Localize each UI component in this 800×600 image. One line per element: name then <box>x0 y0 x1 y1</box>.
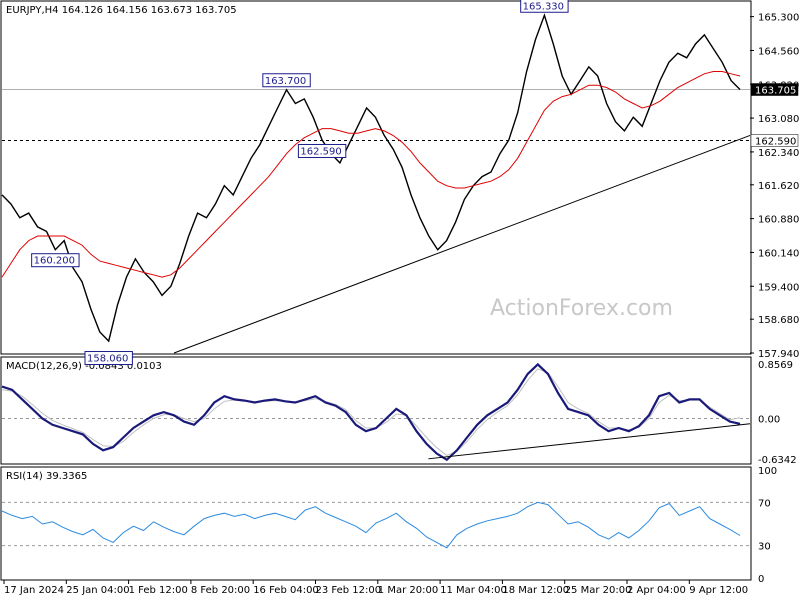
rsi-tick-label: 0 <box>758 574 764 585</box>
price-annotation-box <box>520 0 569 13</box>
price-reference-lines <box>2 89 750 141</box>
rsi-tick-label: 100 <box>758 466 777 477</box>
time-tick-label: 9 Apr 12:00 <box>689 585 748 596</box>
time-tick-label: 8 Feb 20:00 <box>191 585 250 596</box>
price-tick-label: 158.680 <box>758 315 799 326</box>
ohlc-header: EURJPY,H4 164.126 164.156 163.673 163.70… <box>6 5 237 16</box>
time-axis: 17 Jan 2024 25 Jan 04:001 Feb 12:00 8 Feb … <box>3 580 748 596</box>
price-tick-label: 161.620 <box>758 181 799 192</box>
price-tick-label: 160.880 <box>758 215 799 226</box>
price-annotation-label: 163.700 <box>265 76 306 87</box>
watermark: ActionForex.com <box>490 296 673 321</box>
time-tick-label: 2 Apr 04:00 <box>627 585 686 596</box>
macd-tick-label: 0.00 <box>758 414 780 425</box>
price-panel <box>0 0 752 355</box>
current-price-label: 163.705 <box>755 86 796 97</box>
price-tick-label: 157.940 <box>758 349 799 360</box>
moving-average-line <box>1 71 741 278</box>
level-price-box <box>750 134 799 147</box>
level-price-label: 162.590 <box>755 136 796 147</box>
current-price-box <box>750 83 799 96</box>
rsi-line <box>1 501 741 549</box>
price-annotation-box <box>84 351 133 366</box>
macd-label: MACD(12,26,9) -0.0843 0.0103 <box>6 361 162 372</box>
time-tick-label: 25 Jan 04:00 <box>66 585 129 596</box>
macd-tick-label: 0.8569 <box>758 360 793 371</box>
rsi-group: 100 70 30 0 <box>1 466 777 585</box>
rsi-tick-label: 70 <box>758 498 771 509</box>
price-tick-label: 165.300 <box>758 13 799 24</box>
macd-panel <box>0 356 752 465</box>
price-tick-label: 163.080 <box>758 114 799 125</box>
macd-tick-label: -0.6342 <box>758 455 797 466</box>
time-tick-label: 1 Mar 20:00 <box>378 585 438 596</box>
price-axis: 165.300164.560163.820163.080162.340161.6… <box>750 13 799 360</box>
time-tick-label: 16 Feb 04:00 <box>253 585 319 596</box>
price-line <box>1 13 741 343</box>
price-annotation-box <box>262 73 311 88</box>
macd-group: 0.8569 0.00 -0.6342 <box>1 360 797 466</box>
price-annotations: 165.330 163.700 162.590 160.200 158.060 <box>31 0 569 366</box>
price-tick-label: 162.340 <box>758 148 799 159</box>
time-tick-label: 1 Feb 12:00 <box>129 585 188 596</box>
price-annotation-label: 165.330 <box>523 1 564 12</box>
time-tick-label: 18 Mar 12:00 <box>502 585 569 596</box>
macd-line <box>1 362 741 462</box>
price-tick-label: 164.560 <box>758 46 799 57</box>
price-trendline <box>173 134 751 354</box>
time-tick-label: 23 Feb 12:00 <box>316 585 382 596</box>
time-tick-label: 25 Mar 20:00 <box>565 585 632 596</box>
price-annotation-label: 162.590 <box>300 146 341 157</box>
price-annotation-box <box>297 143 347 158</box>
time-tick-label: 17 Jan 2024 <box>4 585 64 596</box>
time-tick-label: 11 Mar 04:00 <box>440 585 507 596</box>
price-tick-label: 160.140 <box>758 248 799 259</box>
price-annotation-label: 158.060 <box>87 354 128 365</box>
rsi-tick-label: 30 <box>758 542 771 553</box>
price-annotation-label: 160.200 <box>34 256 75 267</box>
price-annotation-box <box>31 253 80 268</box>
rsi-label: RSI(14) 39.3365 <box>6 471 87 482</box>
price-series-group <box>1 13 751 354</box>
price-tick-label: 159.400 <box>758 282 799 293</box>
macd-trendline <box>428 423 751 460</box>
price-right-labels: 163.705 162.590 <box>750 83 799 147</box>
